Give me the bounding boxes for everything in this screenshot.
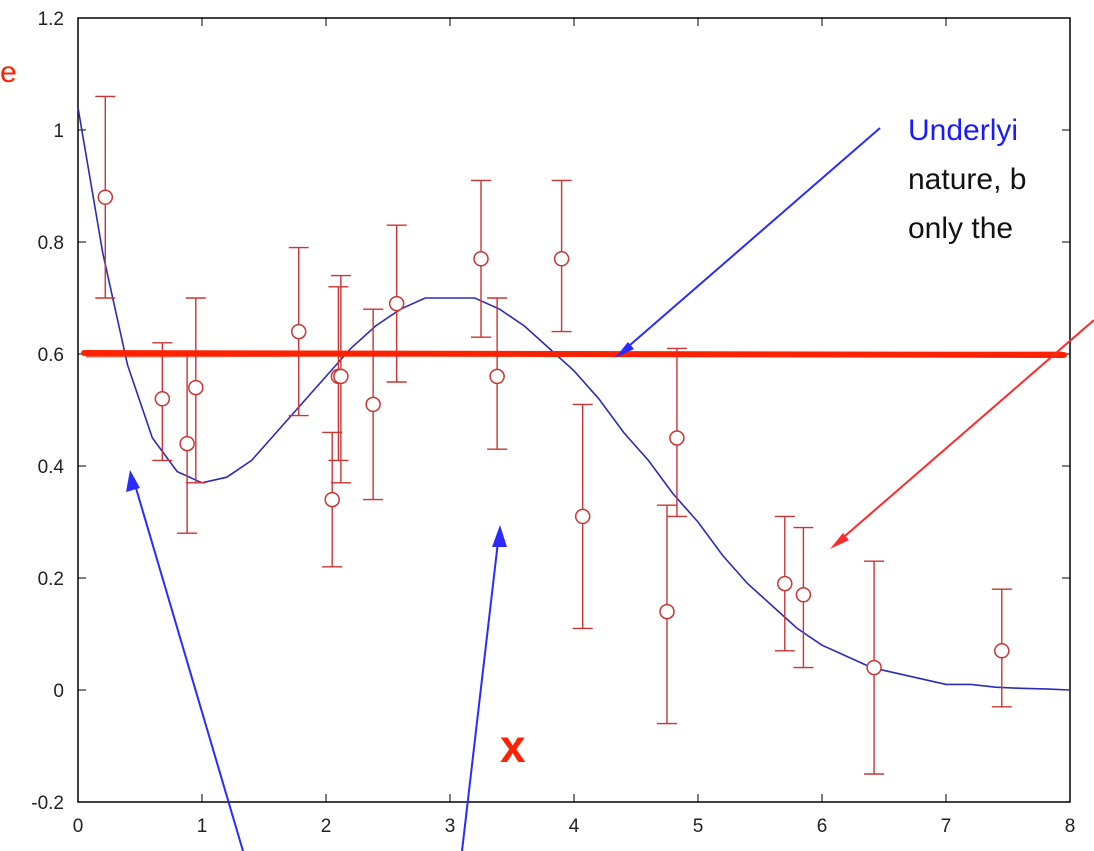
data-point [154, 391, 171, 407]
x-tick-label: 1 [197, 816, 208, 837]
data-point [324, 491, 340, 508]
x-tick-label: 7 [941, 816, 952, 837]
x-tick-label: 3 [445, 816, 456, 837]
data-point [473, 251, 489, 267]
data-point [97, 189, 114, 205]
x-tick-label: 2 [321, 816, 332, 837]
red-arrow-to-line [837, 319, 1094, 543]
data-point [188, 379, 204, 396]
annotation-underlying-line2: nature, b [908, 163, 1026, 196]
data-point [795, 587, 812, 603]
x-tick-label: 6 [817, 816, 828, 837]
data-point [866, 659, 882, 676]
data-point [574, 508, 591, 525]
x-tick-label: 0 [73, 816, 84, 837]
blue-arrow-middle [461, 532, 500, 851]
data-point [553, 251, 570, 267]
data-point [290, 323, 307, 340]
blue-arrow-to-curve [621, 127, 881, 353]
data-point [388, 295, 405, 312]
data-point [777, 575, 793, 592]
data-point [365, 396, 381, 413]
data-point [659, 603, 675, 620]
annotation-underlying-line1: Underlyi [908, 114, 1018, 147]
underlying-function-curve [77, 107, 1071, 691]
y-tick-label: 0.6 [38, 345, 64, 366]
y-tick-label: 0.2 [38, 569, 64, 590]
y-tick-label: 0.8 [38, 233, 64, 254]
y-tick-label: 0.4 [38, 457, 65, 478]
red-arrow-head-line [830, 533, 849, 549]
data-point [179, 435, 195, 452]
annotation-arrows [126, 127, 1094, 851]
data-point [333, 368, 349, 385]
annotation-left-fragment: e [0, 56, 17, 89]
y-tick-label: -0.2 [31, 793, 64, 814]
constant-fit-line-overstroke [85, 351, 1063, 358]
data-point [994, 643, 1010, 659]
data-point [489, 368, 505, 385]
x-tick-label: 8 [1065, 816, 1076, 837]
blue-arrow-head-curve [615, 342, 634, 358]
y-tick-label: 0 [53, 681, 64, 702]
blue-arrow-head-middle [492, 525, 507, 547]
annotation-underlying-line3: only the [908, 212, 1013, 245]
y-tick-label: 1.2 [38, 9, 64, 30]
x-tick-label: 5 [693, 816, 704, 837]
data-point [669, 430, 685, 446]
blue-arrow-head-left [126, 470, 140, 492]
x-mark-label: x [500, 720, 526, 772]
y-tick-label: 1 [53, 121, 64, 142]
x-tick-label: 4 [569, 816, 580, 837]
blue-arrow-left [132, 477, 244, 851]
